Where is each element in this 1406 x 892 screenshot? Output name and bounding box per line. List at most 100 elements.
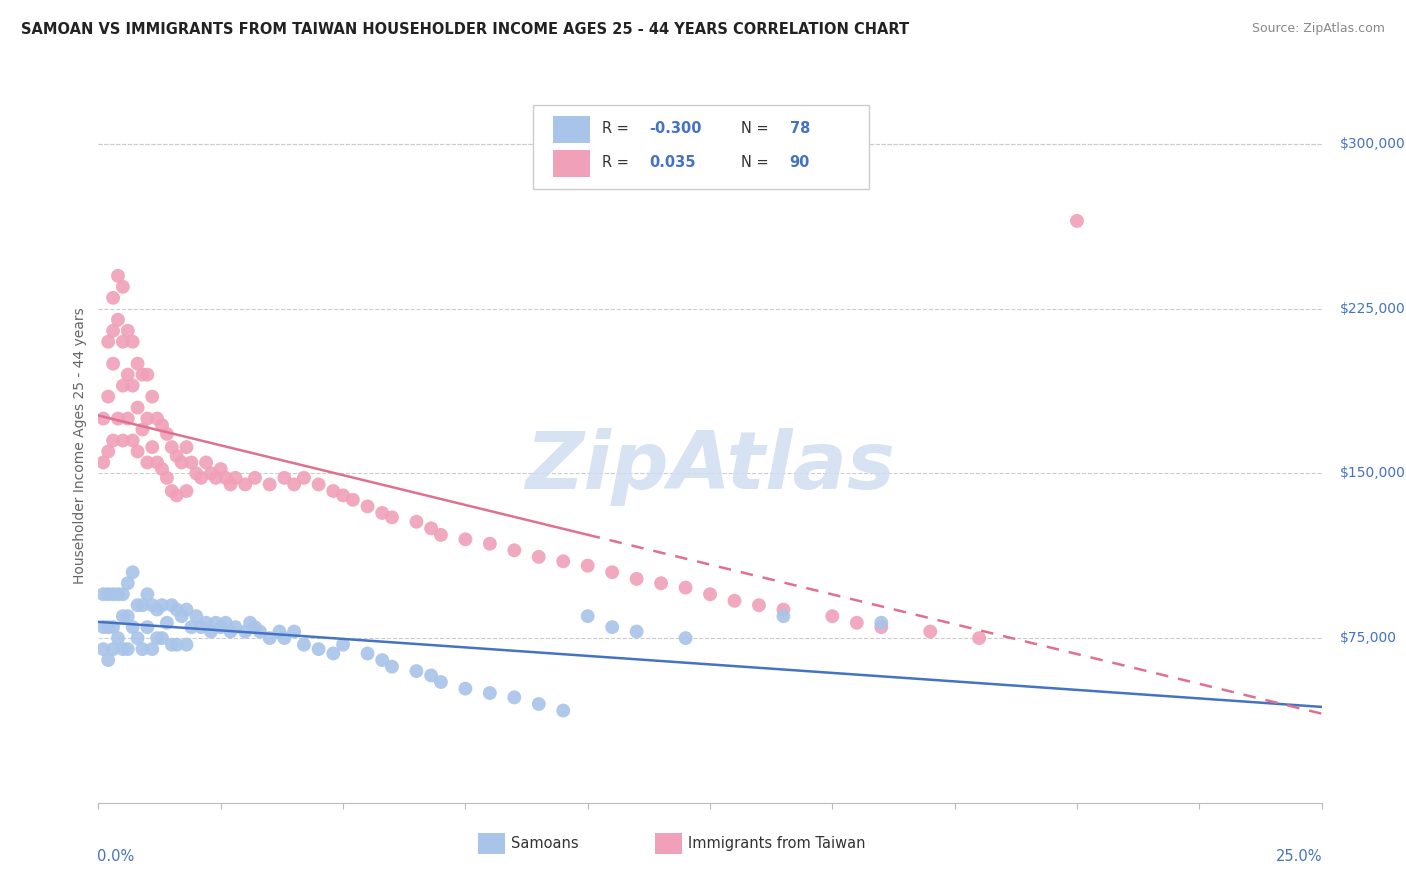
Point	[219, 624, 242, 639]
Point	[117, 576, 139, 591]
Point	[772, 609, 794, 624]
Point	[117, 411, 139, 425]
Point	[111, 642, 134, 657]
FancyBboxPatch shape	[554, 150, 591, 177]
Point	[146, 631, 169, 645]
Point	[111, 587, 134, 601]
Point	[107, 411, 129, 425]
Point	[322, 483, 344, 498]
Point	[146, 411, 169, 425]
Point	[97, 620, 120, 634]
Point	[200, 467, 222, 481]
Point	[136, 455, 159, 469]
Point	[503, 690, 526, 705]
Point	[91, 620, 114, 634]
Point	[967, 631, 990, 645]
Point	[107, 587, 129, 601]
Point	[576, 558, 599, 573]
Point	[626, 624, 648, 639]
Point	[91, 587, 114, 601]
Point	[160, 598, 183, 612]
Point	[239, 615, 262, 630]
Point	[478, 537, 501, 551]
Point	[156, 471, 179, 485]
Point	[136, 368, 159, 382]
Point	[478, 686, 501, 700]
Point	[650, 576, 672, 591]
Point	[214, 471, 236, 485]
Point	[160, 440, 183, 454]
Point	[430, 528, 453, 542]
Point	[772, 602, 794, 616]
Point	[150, 631, 173, 645]
Point	[553, 704, 575, 718]
Point	[381, 659, 404, 673]
Point	[117, 609, 139, 624]
Point	[111, 434, 134, 448]
FancyBboxPatch shape	[533, 105, 869, 189]
Point	[292, 471, 315, 485]
Point	[209, 620, 232, 634]
Point	[322, 647, 344, 661]
Point	[127, 444, 149, 458]
Point	[97, 653, 120, 667]
Point	[127, 401, 149, 415]
Point	[214, 615, 236, 630]
Point	[405, 664, 427, 678]
Point	[141, 390, 163, 404]
Point	[190, 620, 212, 634]
Text: $75,000: $75,000	[1340, 632, 1398, 645]
Point	[91, 455, 114, 469]
Point	[176, 440, 198, 454]
Point	[111, 334, 134, 349]
Text: N =: N =	[741, 121, 773, 136]
Point	[249, 624, 271, 639]
Point	[243, 620, 266, 634]
Point	[131, 368, 153, 382]
Text: R =: R =	[602, 121, 634, 136]
Point	[101, 642, 124, 657]
Point	[101, 434, 124, 448]
Point	[186, 609, 208, 624]
Point	[166, 449, 188, 463]
Text: $225,000: $225,000	[1340, 301, 1406, 316]
Point	[111, 280, 134, 294]
Point	[136, 587, 159, 601]
Point	[127, 598, 149, 612]
Text: Immigrants from Taiwan: Immigrants from Taiwan	[688, 836, 866, 851]
Point	[342, 492, 364, 507]
Point	[553, 554, 575, 568]
Point	[224, 620, 246, 634]
Point	[420, 521, 443, 535]
Point	[150, 598, 173, 612]
Point	[420, 668, 443, 682]
Point	[166, 488, 188, 502]
Point	[121, 334, 143, 349]
Text: 25.0%: 25.0%	[1277, 849, 1323, 864]
Point	[117, 324, 139, 338]
Point	[150, 462, 173, 476]
Point	[186, 467, 208, 481]
Point	[121, 566, 143, 580]
Point	[97, 444, 120, 458]
Point	[205, 615, 228, 630]
Point	[233, 477, 256, 491]
Point	[356, 500, 378, 514]
Point	[131, 642, 153, 657]
Point	[121, 434, 143, 448]
Point	[117, 368, 139, 382]
Point	[107, 312, 129, 326]
Y-axis label: Householder Income Ages 25 - 44 years: Householder Income Ages 25 - 44 years	[73, 308, 87, 584]
Point	[170, 455, 193, 469]
Point	[600, 566, 623, 580]
Point	[176, 602, 198, 616]
Point	[243, 471, 266, 485]
Point	[97, 587, 120, 601]
Point	[176, 638, 198, 652]
Point	[195, 615, 218, 630]
Point	[675, 631, 697, 645]
Point	[200, 624, 222, 639]
Point	[600, 620, 623, 634]
Point	[259, 631, 281, 645]
Point	[127, 357, 149, 371]
